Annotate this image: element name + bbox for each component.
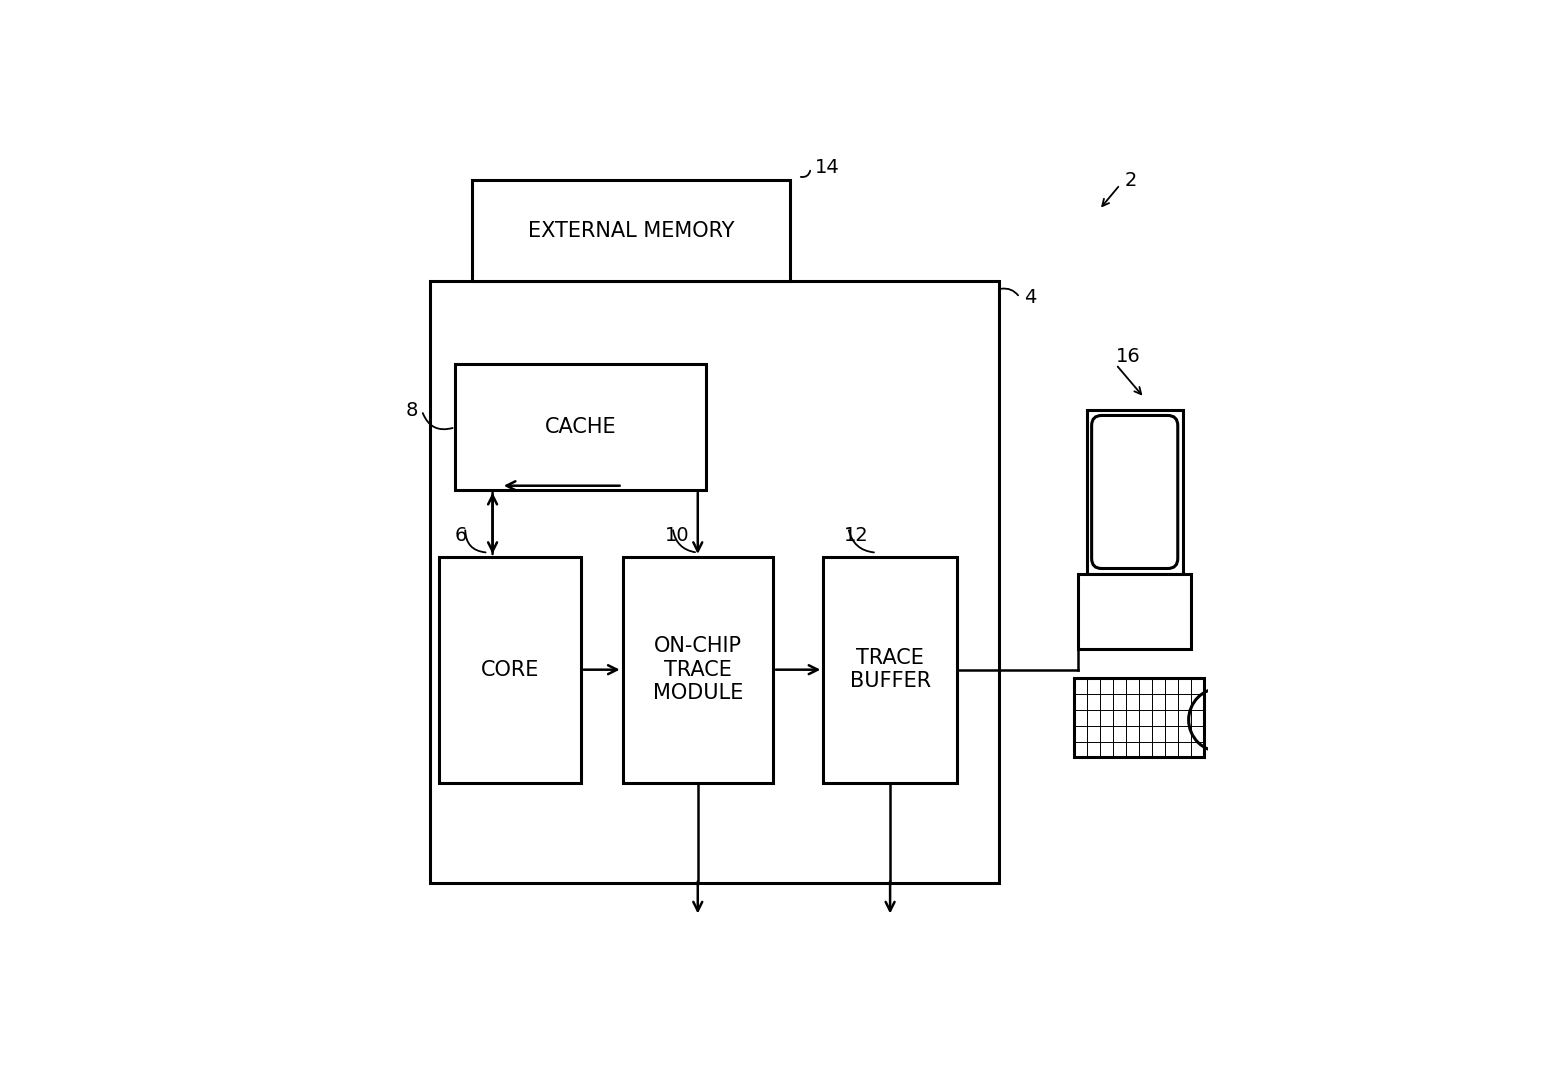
Text: TRACE
BUFFER: TRACE BUFFER [849, 648, 931, 692]
Text: 10: 10 [664, 527, 689, 545]
Text: ON-CHIP
TRACE
MODULE: ON-CHIP TRACE MODULE [652, 636, 743, 703]
FancyBboxPatch shape [1079, 573, 1191, 648]
Text: 12: 12 [844, 527, 869, 545]
Text: 6: 6 [455, 527, 467, 545]
FancyBboxPatch shape [430, 281, 999, 883]
Text: CORE: CORE [481, 659, 539, 680]
Text: 16: 16 [1116, 346, 1140, 366]
FancyBboxPatch shape [455, 365, 706, 490]
FancyBboxPatch shape [1091, 416, 1177, 568]
Text: CACHE: CACHE [546, 417, 616, 438]
Text: 4: 4 [1023, 288, 1036, 307]
FancyBboxPatch shape [1086, 411, 1183, 573]
Text: 2: 2 [1125, 171, 1137, 190]
Text: 14: 14 [815, 159, 840, 177]
FancyBboxPatch shape [823, 557, 957, 783]
Text: 8: 8 [405, 401, 418, 420]
FancyBboxPatch shape [1074, 678, 1204, 758]
FancyBboxPatch shape [472, 180, 789, 281]
FancyBboxPatch shape [623, 557, 774, 783]
FancyBboxPatch shape [439, 557, 581, 783]
Text: EXTERNAL MEMORY: EXTERNAL MEMORY [527, 220, 734, 241]
